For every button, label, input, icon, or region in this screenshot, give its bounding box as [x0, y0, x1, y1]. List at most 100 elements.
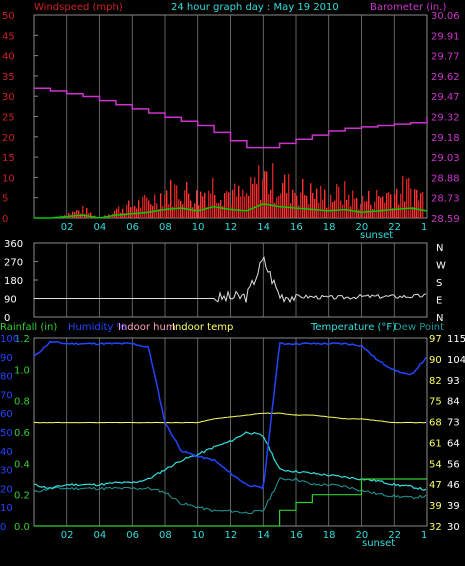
wind-bar	[126, 204, 128, 218]
wind-bar	[172, 206, 174, 218]
wind-bar	[292, 189, 294, 218]
x-tick-label: 16	[290, 222, 303, 233]
tempf-tick-label: 39	[429, 501, 442, 512]
wind-bar	[392, 208, 394, 218]
wind-bar	[196, 190, 198, 218]
tempf-tick-label: 90	[429, 355, 442, 366]
wind-bar	[114, 210, 116, 218]
baro-tick-label: 29.32	[431, 113, 460, 124]
wind-bar	[344, 181, 346, 218]
rainfall-line	[34, 478, 427, 527]
wind-bar	[336, 183, 338, 218]
wind-bar	[122, 208, 124, 218]
wind-bar	[134, 205, 136, 218]
rain-tick-label: 0.8	[14, 397, 30, 408]
wind-bar	[224, 193, 226, 218]
rain-tick-label: 0.6	[14, 428, 30, 439]
wind-bar	[124, 213, 126, 218]
rain-tick-label: 0.4	[14, 459, 30, 470]
wind-bar	[198, 205, 200, 218]
wind-bar	[232, 189, 234, 218]
wind-bar	[176, 185, 178, 218]
wind-bar	[160, 193, 162, 218]
x-tick-label: 06	[126, 530, 139, 541]
wind-tick-label: 20	[2, 133, 15, 144]
x-axis-ticks-panel3: 02 04 06 08 10 12 14 16 18 20 22 1	[61, 530, 428, 541]
wind-direction-line	[34, 256, 427, 304]
indoor-temp-line	[33, 412, 427, 424]
x-tick-label: 22	[388, 530, 401, 541]
tempc-tick-label: 93	[447, 376, 460, 387]
wind-bar	[180, 200, 182, 218]
humidity-tick-label: 10	[0, 503, 13, 514]
wind-bar	[360, 203, 362, 218]
wind-bar	[354, 198, 356, 218]
wind-bar	[254, 177, 256, 218]
wind-bar	[202, 196, 204, 218]
wind-bar	[248, 195, 250, 218]
wind-bar	[222, 205, 224, 218]
wind-bar	[240, 196, 242, 218]
wind-bar	[168, 204, 170, 218]
wind-bar	[246, 193, 248, 218]
wind-tick-label: 10	[2, 173, 15, 184]
wind-bar	[294, 192, 296, 218]
wind-bar	[296, 195, 298, 218]
barometer-axis-title: Barometer (in.)	[370, 2, 446, 13]
wind-bar	[270, 189, 272, 218]
baro-tick-label: 29.03	[431, 153, 460, 164]
wind-bar	[390, 194, 392, 218]
x-axis-ticks-panel1: 02 04 06 08 10 12 14 16 18 20 22 1	[61, 222, 428, 233]
wind-bar	[334, 200, 336, 218]
wind-bar	[262, 179, 264, 218]
rain-tick-label: 1.0	[14, 365, 30, 376]
humidity-tick-label: 100	[0, 334, 19, 345]
barometer-line	[34, 87, 428, 149]
direction-tick-label: 180	[4, 276, 23, 287]
tempc-tick-label: 104	[447, 355, 465, 366]
wind-bar	[298, 205, 300, 218]
wind-bar	[142, 196, 144, 218]
wind-bar	[414, 189, 416, 218]
wind-bar	[264, 171, 266, 218]
wind-bar	[404, 201, 406, 218]
wind-bar	[236, 196, 238, 218]
wind-bar	[272, 163, 274, 218]
wind-bar	[148, 200, 150, 218]
rain-tick-label: 0.2	[14, 491, 30, 502]
wind-tick-label: 30	[2, 92, 15, 103]
compass-label: E	[436, 296, 442, 307]
direction-tick-label: 90	[4, 295, 17, 306]
wind-bar	[166, 190, 168, 218]
wind-bar	[174, 184, 176, 218]
temperature-c-ticks: 115 104 93 84 73 64 56 46 39 30	[447, 334, 465, 533]
wind-bar	[138, 200, 140, 218]
wind-bar	[154, 194, 156, 218]
legend-indoor-temp: Indoor temp	[172, 322, 233, 333]
wind-bar	[276, 197, 278, 218]
x-tick-label: 12	[225, 222, 238, 233]
baro-tick-label: 29.77	[431, 52, 460, 63]
wind-bar	[208, 190, 210, 218]
humidity-line	[33, 340, 427, 490]
baro-tick-label: 29.91	[431, 31, 460, 42]
wind-bar	[238, 185, 240, 218]
temperature-line	[33, 431, 427, 491]
wind-bar	[170, 179, 172, 218]
x-tick-label: 1	[421, 222, 427, 233]
wind-bar	[72, 211, 74, 218]
sunset-label-1: sunset	[360, 230, 393, 241]
wind-bar	[284, 174, 286, 218]
graph-title: 24 hour graph day : May 19 2010	[171, 2, 339, 13]
wind-bar	[158, 209, 160, 218]
direction-tick-label: 0	[4, 313, 10, 324]
wind-barometer-grid	[66, 15, 428, 218]
compass-label: S	[436, 278, 442, 289]
wind-bar	[74, 212, 76, 218]
wind-bar	[86, 207, 88, 218]
wind-bar	[410, 188, 412, 218]
wind-bar	[76, 210, 78, 218]
barometer-ticks: 30.06 29.91 29.77 29.62 29.47 29.32 29.18 29.03…	[431, 11, 460, 225]
